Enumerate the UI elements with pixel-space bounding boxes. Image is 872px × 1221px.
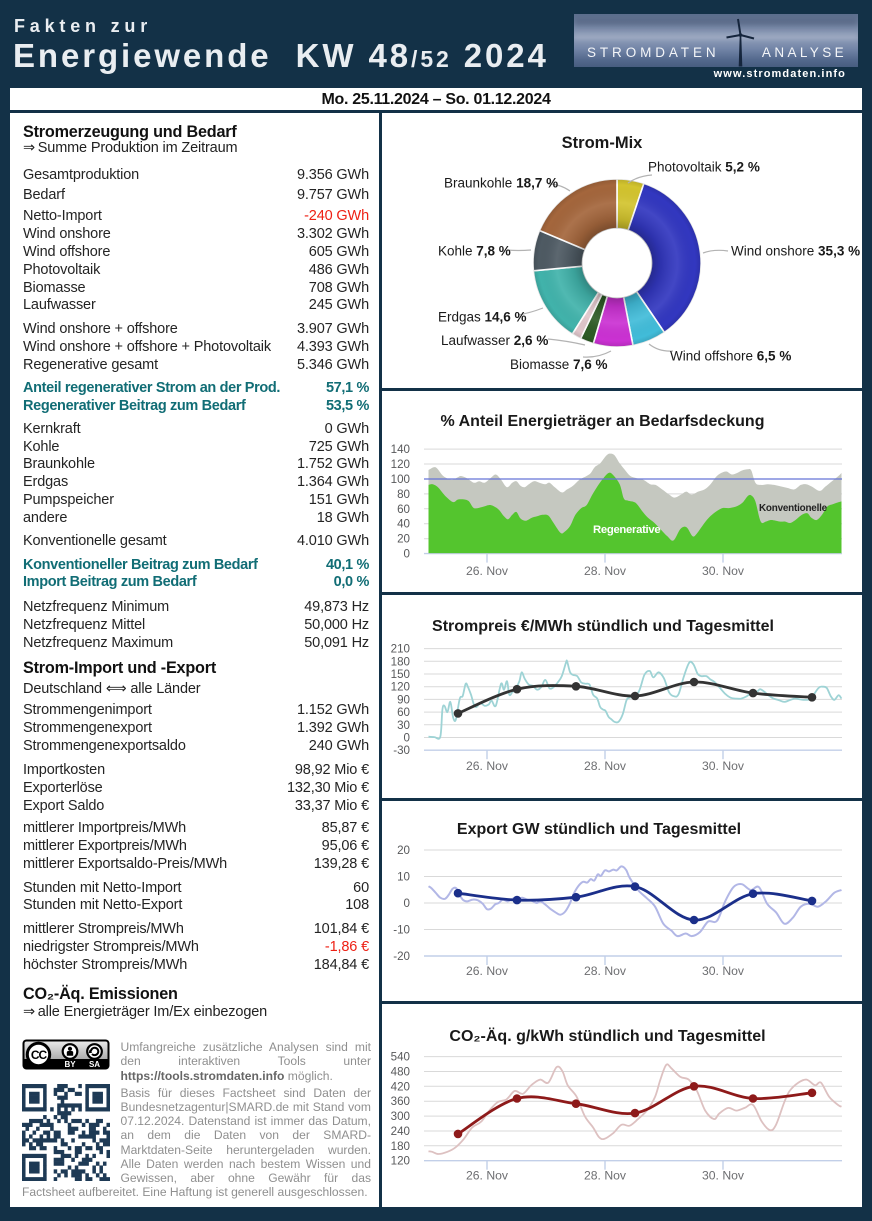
svg-text:40: 40	[397, 518, 410, 531]
svg-text:480: 480	[391, 1066, 410, 1079]
svg-text:Wind offshore 6,5 %: Wind offshore 6,5 %	[670, 349, 791, 364]
svg-text:CO₂-Äq. g/kWh stündlich und Ta: CO₂-Äq. g/kWh stündlich und Tagesmittel	[449, 1027, 765, 1045]
svg-text:26. Nov: 26. Nov	[466, 564, 509, 578]
svg-text:Biomasse 7,6 %: Biomasse 7,6 %	[510, 357, 608, 372]
svg-text:120: 120	[391, 1155, 410, 1168]
svg-text:120: 120	[391, 681, 410, 694]
svg-text:180: 180	[391, 655, 410, 668]
svg-text:SA: SA	[89, 1060, 100, 1069]
svg-text:CC: CC	[31, 1048, 48, 1062]
svg-text:240: 240	[391, 1125, 410, 1138]
svg-text:150: 150	[391, 668, 410, 681]
svg-text:30. Nov: 30. Nov	[702, 964, 745, 978]
svg-text:Erdgas 14,6 %: Erdgas 14,6 %	[438, 310, 527, 325]
svg-text:210: 210	[391, 643, 410, 656]
svg-text:Wind onshore 35,3 %: Wind onshore 35,3 %	[731, 244, 860, 259]
svg-text:60: 60	[397, 503, 410, 516]
svg-text:Strompreis €/MWh stündlich und: Strompreis €/MWh stündlich und Tagesmitt…	[432, 618, 774, 635]
svg-text:0: 0	[404, 897, 410, 910]
svg-text:28. Nov: 28. Nov	[584, 759, 627, 773]
svg-text:120: 120	[391, 458, 410, 471]
svg-text:Kohle 7,8 %: Kohle 7,8 %	[438, 244, 511, 259]
svg-text:100: 100	[391, 473, 410, 486]
svg-text:0: 0	[404, 732, 410, 745]
svg-text:Laufwasser 2,6 %: Laufwasser 2,6 %	[441, 333, 548, 348]
svg-text:Photovoltaik 5,2 %: Photovoltaik 5,2 %	[648, 160, 760, 175]
svg-text:26. Nov: 26. Nov	[466, 759, 509, 773]
svg-text:60: 60	[397, 706, 410, 719]
svg-text:26. Nov: 26. Nov	[466, 964, 509, 978]
svg-text:Braunkohle 18,7 %: Braunkohle 18,7 %	[444, 176, 558, 191]
svg-text:28. Nov: 28. Nov	[584, 564, 627, 578]
svg-text:20: 20	[397, 844, 410, 857]
svg-text:300: 300	[391, 1110, 410, 1123]
svg-text:30. Nov: 30. Nov	[702, 1169, 745, 1183]
svg-text:180: 180	[391, 1140, 410, 1153]
svg-text:90: 90	[397, 693, 410, 706]
svg-text:28. Nov: 28. Nov	[584, 1169, 627, 1183]
svg-text:% Anteil Energieträger an Beda: % Anteil Energieträger an Bedarfsdeckung	[441, 413, 765, 430]
svg-text:80: 80	[397, 488, 410, 501]
svg-text:30: 30	[397, 719, 410, 732]
svg-text:20: 20	[397, 533, 410, 546]
svg-text:540: 540	[391, 1051, 410, 1064]
svg-text:Konventionelle: Konventionelle	[759, 503, 828, 514]
svg-text:30. Nov: 30. Nov	[702, 759, 745, 773]
svg-text:-30: -30	[393, 744, 410, 757]
svg-text:360: 360	[391, 1095, 410, 1108]
svg-text:Strom-Mix: Strom-Mix	[562, 134, 643, 152]
svg-text:140: 140	[391, 443, 410, 456]
svg-text:0: 0	[404, 548, 410, 561]
svg-text:26. Nov: 26. Nov	[466, 1169, 509, 1183]
svg-text:-10: -10	[393, 924, 410, 937]
svg-text:10: 10	[397, 871, 410, 884]
svg-text:Export GW stündlich und Tagesm: Export GW stündlich und Tagesmittel	[457, 821, 741, 838]
svg-text:-20: -20	[393, 950, 410, 963]
svg-text:Regenerative: Regenerative	[593, 524, 660, 536]
svg-text:30. Nov: 30. Nov	[702, 564, 745, 578]
svg-text:420: 420	[391, 1080, 410, 1093]
svg-text:BY: BY	[64, 1060, 76, 1069]
svg-text:28. Nov: 28. Nov	[584, 964, 627, 978]
